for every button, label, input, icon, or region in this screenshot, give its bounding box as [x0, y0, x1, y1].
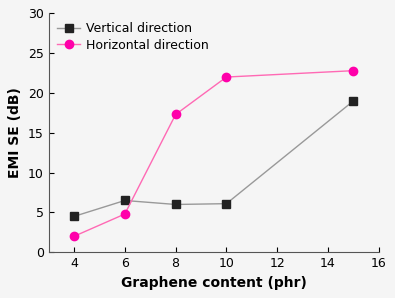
Horizontal direction: [173, 113, 178, 116]
Horizontal direction: [71, 235, 76, 238]
Line: Horizontal direction: Horizontal direction: [70, 66, 357, 240]
Vertical direction: [351, 99, 356, 103]
Horizontal direction: [224, 75, 229, 79]
Horizontal direction: [122, 212, 127, 216]
Legend: Vertical direction, Horizontal direction: Vertical direction, Horizontal direction: [55, 20, 211, 54]
X-axis label: Graphene content (phr): Graphene content (phr): [121, 276, 307, 290]
Horizontal direction: [351, 69, 356, 72]
Y-axis label: EMI SE (dB): EMI SE (dB): [8, 87, 23, 178]
Vertical direction: [224, 202, 229, 205]
Line: Vertical direction: Vertical direction: [70, 97, 357, 221]
Vertical direction: [71, 215, 76, 218]
Vertical direction: [173, 203, 178, 206]
Vertical direction: [122, 199, 127, 202]
